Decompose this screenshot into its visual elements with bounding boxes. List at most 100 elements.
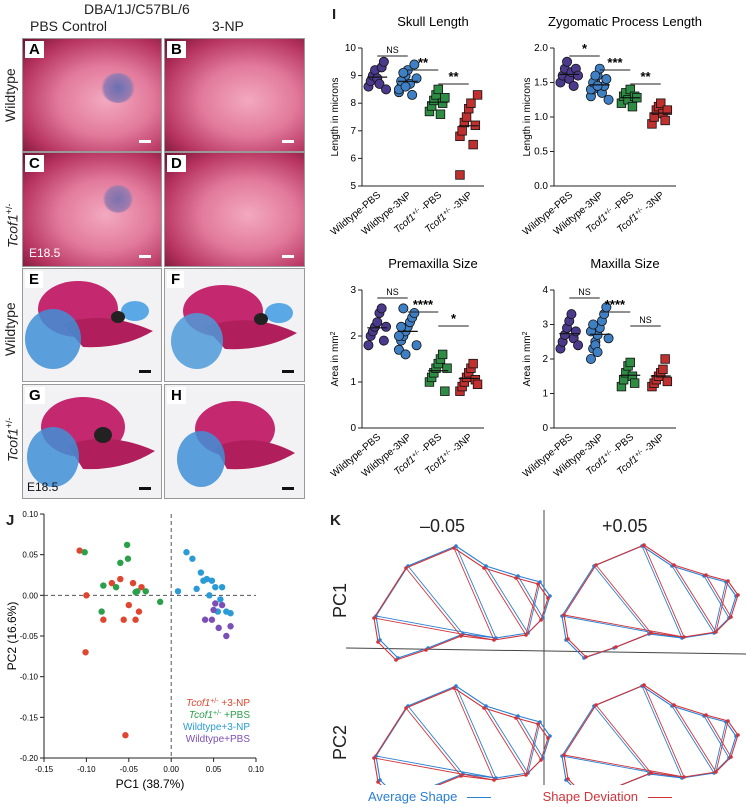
deviation-shape-landmark	[404, 566, 408, 570]
deviation-shape-strut	[673, 704, 717, 773]
pca-point	[223, 632, 230, 640]
x-label-part: -3NP	[448, 432, 475, 457]
x-label-part: +/-	[633, 205, 644, 216]
data-point	[411, 73, 422, 84]
pca-point	[218, 584, 226, 591]
pca-point	[212, 584, 219, 591]
data-point	[433, 84, 443, 95]
deviation-shape-landmark	[729, 755, 733, 759]
legend-part: +/-	[213, 710, 222, 717]
deviation-shape-landmark	[649, 771, 653, 775]
sig-label: NS	[578, 287, 591, 297]
deviation-shape-landmark	[642, 543, 646, 547]
y-tick-label: 1	[350, 377, 356, 388]
deviation-shape-landmark	[492, 778, 496, 782]
x-label-part: +/-	[441, 205, 452, 216]
data-point	[409, 59, 420, 70]
panel-label-k: K	[330, 512, 341, 529]
deviation-shape-landmark	[726, 719, 730, 723]
data-point	[407, 89, 418, 100]
data-point	[398, 67, 409, 78]
x-label-part: +/-	[410, 448, 421, 459]
deviation-shape-landmark	[452, 546, 456, 550]
tcof1-sup: +/-	[4, 203, 14, 215]
deviation-shape-landmark	[514, 576, 518, 580]
x-tick-label: Wildtype-PBS	[329, 190, 384, 238]
data-point	[461, 112, 472, 122]
x-tick-label: Wildtype-PBS	[521, 190, 576, 238]
data-point	[468, 139, 478, 150]
deviation-shape-strut	[483, 567, 527, 636]
deviation-shape-strut	[515, 717, 542, 761]
data-point	[400, 81, 411, 92]
data-point	[627, 101, 638, 112]
y-axis-label: Area in mm2	[330, 331, 342, 386]
deviation-shape-strut	[673, 564, 717, 633]
deviation-shape-strut	[373, 617, 495, 641]
data-point	[629, 378, 640, 388]
y-tick-label: 0.0	[534, 181, 548, 192]
data-point	[372, 317, 383, 328]
deviation-shape-strut	[563, 614, 685, 638]
y-tick-label: 0.5	[534, 147, 548, 158]
pca-point	[98, 608, 105, 615]
dev-shape-label: Shape Deviation	[542, 789, 639, 804]
x-tick-label: 0.00	[163, 765, 179, 774]
data-point	[658, 364, 668, 375]
data-point	[378, 56, 389, 67]
deviation-shape-landmark	[714, 770, 718, 774]
deviation-shape-landmark	[614, 645, 618, 649]
deviation-shape-strut	[643, 684, 685, 778]
deviation-shape-landmark	[682, 635, 686, 639]
pca-point	[183, 549, 190, 556]
scale-bar	[139, 140, 151, 143]
deviation-shape-landmark	[566, 637, 570, 641]
average-shape-strut	[407, 565, 464, 635]
pca-point	[81, 549, 88, 556]
data-point	[573, 340, 584, 351]
scale-bar	[139, 255, 151, 258]
pca-point	[227, 610, 234, 617]
k-col-neg: –0.05	[420, 516, 466, 536]
pca-point	[189, 555, 196, 562]
data-point	[376, 303, 387, 314]
data-point	[411, 340, 422, 351]
deviation-shape-strut	[515, 577, 542, 621]
y-tick-label: -0.10	[20, 673, 39, 682]
legend-part: Tcof1	[186, 698, 210, 709]
deviation-shape-landmark	[642, 683, 646, 687]
average-shape-strut	[407, 705, 464, 775]
average-shape-strut	[703, 575, 730, 619]
average-shape-strut	[517, 575, 544, 619]
data-point	[660, 354, 670, 364]
average-shape-strut	[485, 565, 529, 634]
deviation-shape-strut	[705, 574, 732, 618]
legend-part: +/-	[210, 698, 219, 705]
x-label-part: -3NP	[640, 432, 667, 457]
deviation-shape	[373, 687, 549, 785]
pca-point	[82, 649, 89, 656]
deviation-shape-strut	[483, 707, 527, 776]
data-point	[625, 357, 635, 368]
data-point	[437, 349, 448, 360]
x-label-part: Wildtype-PBS	[329, 432, 384, 480]
panel-k-wireframes	[346, 510, 746, 785]
data-point	[363, 340, 374, 351]
deviation-shape-landmark	[539, 758, 543, 762]
panel-label-f: F	[167, 271, 185, 288]
deviation-shape-landmark	[376, 780, 380, 784]
average-shape-strut	[713, 581, 727, 634]
x-label-part: +/-	[602, 206, 613, 217]
deviation-shape-landmark	[524, 773, 528, 777]
col-header-pbs: PBS Control	[30, 18, 108, 34]
average-shape-strut	[455, 685, 497, 779]
row-label-wildtype-top: Wildtype	[2, 68, 18, 122]
y-tick-label: 0.00	[22, 591, 38, 600]
y-axis-label: Area in mm2	[522, 331, 534, 386]
deviation-shape-landmark	[546, 736, 550, 740]
panel-label-h: H	[167, 387, 186, 404]
sig-label: ****	[605, 297, 626, 312]
deviation-shape-strut	[373, 757, 495, 781]
photo-panel-a: A	[22, 38, 162, 152]
